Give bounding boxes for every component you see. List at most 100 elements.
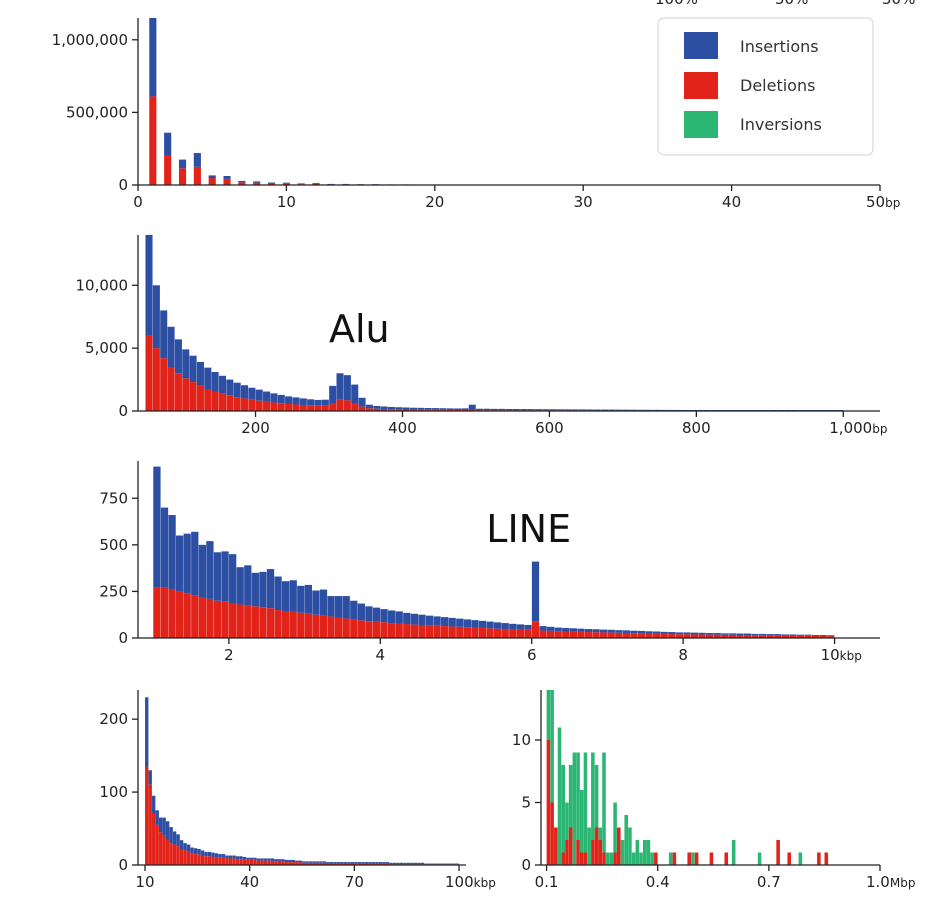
bar-insertions (743, 633, 752, 636)
bar-deletions (182, 378, 190, 411)
x-tick-label: 50bp (866, 193, 900, 211)
bar-insertions (806, 409, 814, 411)
bar-deletions (418, 624, 426, 638)
bar-insertions (249, 857, 254, 860)
x-tick-label: 30 (574, 193, 593, 211)
bar-deletions (232, 858, 236, 865)
bar-deletions (336, 863, 341, 865)
bar-insertions (357, 603, 365, 621)
bar-deletions (213, 600, 222, 638)
bar-insertions (584, 629, 593, 633)
bar-insertions (380, 609, 388, 623)
y-tick-label: 0 (521, 856, 531, 874)
bar-insertions (645, 409, 653, 411)
bar-deletions (211, 391, 219, 411)
bar-deletions (385, 863, 390, 865)
bar-insertions (211, 852, 215, 857)
top-partial-label-3: 50% (882, 0, 915, 8)
bar-deletions (159, 832, 163, 865)
bar-deletions (193, 854, 198, 865)
bar-insertions (766, 634, 774, 636)
bar-deletions (282, 610, 290, 638)
bar-insertions (827, 635, 835, 637)
bar-insertions (425, 615, 434, 626)
bar-deletions (441, 626, 449, 638)
y-tick-label: 0 (118, 629, 128, 647)
bar-insertions (145, 697, 149, 767)
bar-insertions (424, 407, 432, 410)
bar-deletions (448, 626, 456, 638)
bar-deletions (378, 863, 383, 865)
bar-insertions (399, 862, 404, 865)
bar-deletions (168, 589, 176, 638)
bar-deletions (592, 632, 600, 638)
bar-insertions (791, 409, 800, 411)
bar-insertions (494, 622, 502, 629)
bar-insertions (343, 375, 351, 401)
bar-insertions (438, 863, 442, 865)
bar-deletions (486, 628, 494, 638)
bar-deletions (547, 630, 555, 638)
bar-insertions (622, 630, 630, 633)
bar-deletions (357, 620, 365, 638)
bar-deletions (193, 166, 201, 185)
bar-deletions (660, 633, 668, 638)
bar-deletions (789, 635, 797, 638)
bar-deletions (288, 862, 292, 865)
bar-deletions (259, 607, 267, 638)
bar-deletions (743, 635, 752, 638)
bar-deletions (382, 863, 386, 865)
bar-insertions (232, 855, 236, 859)
bar-insertions (501, 623, 509, 630)
bar-insertions (263, 391, 271, 402)
x-tick-label: 2 (224, 646, 234, 664)
bar-deletions (607, 632, 615, 638)
bar-insertions (304, 584, 312, 614)
bar-insertions (819, 635, 827, 636)
bar-insertions (387, 406, 395, 410)
bar-insertions (527, 409, 535, 411)
bar-insertions (193, 848, 198, 855)
bar-insertions (396, 862, 400, 865)
bar-deletions (417, 409, 425, 411)
bar-deletions (285, 403, 293, 411)
bar-deletions (600, 632, 608, 638)
bar-insertions (578, 409, 586, 411)
bar-deletions (326, 863, 330, 865)
bar-inversions (546, 690, 551, 740)
bar-deletions (509, 629, 517, 638)
bar-insertions (255, 389, 263, 401)
bar-deletions (191, 595, 199, 638)
bar-insertions (242, 856, 247, 860)
bar-insertions (395, 611, 403, 624)
bar-deletions (174, 373, 182, 411)
bar-deletions (270, 861, 275, 865)
bar-deletions (246, 859, 250, 865)
bar-deletions (357, 863, 362, 865)
bar-insertions (689, 409, 697, 411)
bar-insertions (153, 466, 161, 588)
bar-insertions (607, 629, 615, 633)
bar-insertions (431, 863, 435, 865)
bar-insertions (305, 861, 309, 863)
bar-deletions (827, 636, 835, 638)
y-tick-label: 10 (512, 731, 531, 749)
bar-deletions (233, 397, 241, 411)
bar-insertions (592, 629, 600, 633)
bar-deletions (238, 182, 246, 185)
bar-insertions (721, 633, 729, 635)
bar-insertions (266, 569, 275, 609)
bar-deletions (292, 404, 300, 411)
bar-deletions (197, 854, 201, 865)
bar-deletions (343, 863, 348, 865)
bar-deletions (198, 597, 206, 638)
x-tick-label: 40 (240, 873, 259, 891)
bar-insertions (211, 372, 219, 392)
bar-deletions (160, 358, 168, 411)
bar-insertions (223, 176, 231, 179)
bar-deletions (207, 856, 212, 865)
bar-deletions (365, 621, 373, 638)
bar-deletions (721, 634, 729, 638)
bar-insertions (733, 409, 741, 411)
bar-deletions (546, 740, 551, 865)
